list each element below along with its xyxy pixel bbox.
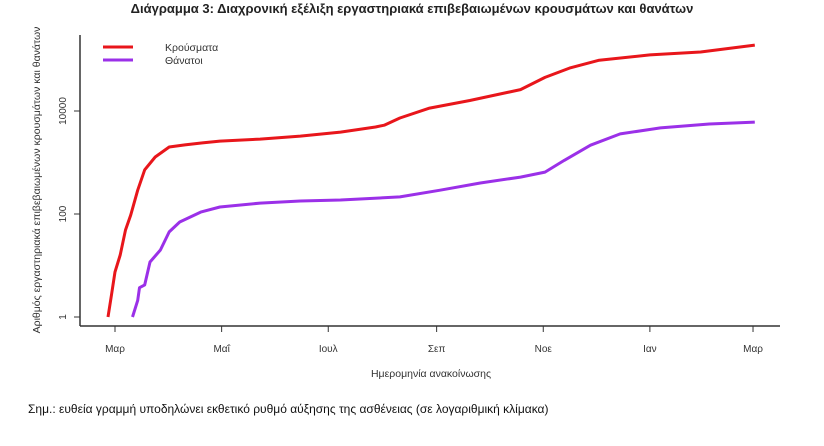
chart-plot: 1 100 10000 Μαρ Μαΐ Ιουλ Σεπ Νοε Ιαν Μαρ Κρούσμα…	[31, 27, 780, 380]
x-tick-label: Μαρ	[743, 344, 763, 355]
y-tick-label: 10000	[58, 97, 69, 125]
x-tick-label: Σεπ	[428, 344, 446, 355]
x-tick-label: Ιουλ	[319, 344, 338, 355]
x-tick-label: Ιαν	[643, 344, 657, 355]
x-tick-label: Μαΐ	[213, 343, 230, 355]
y-tick-label: 100	[58, 205, 69, 222]
y-axis-label: Αριθμός εργαστηριακά επιβεβαιωμένων κρου…	[31, 27, 43, 334]
x-tick-label: Μαρ	[105, 344, 125, 355]
y-tick-label: 1	[58, 314, 69, 320]
x-axis-label: Ημερομηνία ανακοίνωσης	[371, 368, 491, 380]
x-tick-label: Νοε	[535, 344, 553, 355]
legend-label: Θάνατοι	[165, 55, 203, 67]
series-line-deaths	[131, 120, 755, 318]
legend-label: Κρούσματα	[165, 42, 218, 54]
chart-title: Διάγραμμα 3: Διαχρονική εξέλιξη εργαστηρ…	[130, 1, 694, 16]
chart-note: Σημ.: ευθεία γραμμή υποδηλώνει εκθετικό …	[28, 402, 549, 416]
series-line-cases	[106, 43, 755, 318]
